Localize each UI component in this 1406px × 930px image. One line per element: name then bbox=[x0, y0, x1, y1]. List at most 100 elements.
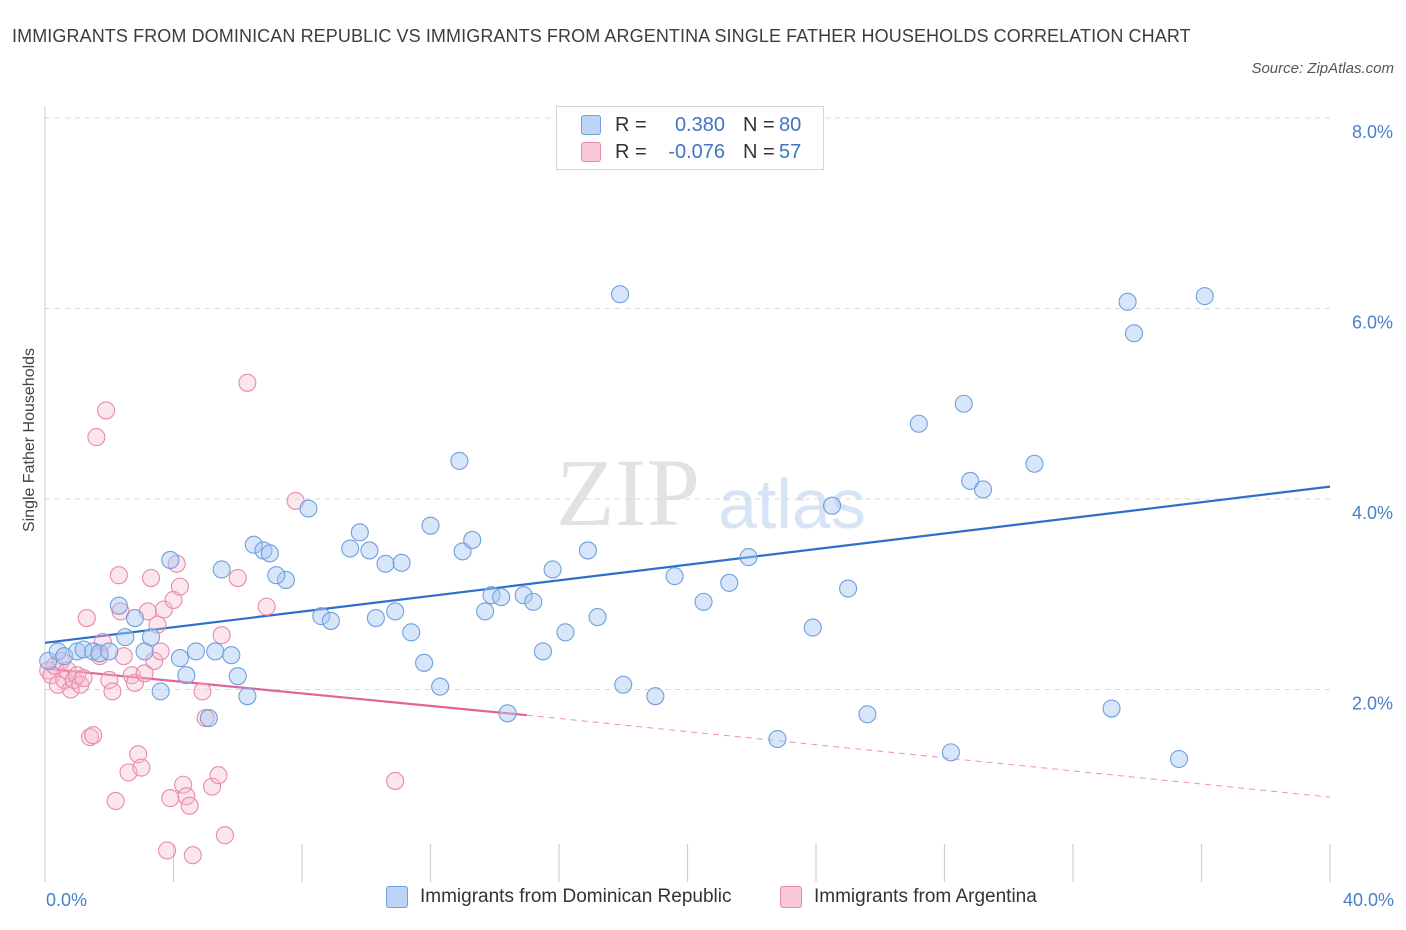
point-argentina bbox=[84, 726, 103, 745]
point-argentina bbox=[212, 626, 231, 645]
point-dominican bbox=[222, 646, 241, 665]
x-tick-right: 40.0% bbox=[1342, 890, 1394, 910]
point-argentina bbox=[215, 826, 234, 845]
point-dominican bbox=[954, 394, 973, 413]
point-dominican bbox=[1025, 454, 1044, 473]
point-dominican bbox=[498, 704, 517, 723]
y-tick-label: 4.0% bbox=[1352, 503, 1393, 523]
point-argentina bbox=[100, 670, 119, 690]
point-dominican bbox=[1124, 324, 1144, 343]
point-dominican bbox=[961, 471, 980, 490]
point-argentina bbox=[129, 745, 148, 764]
point-argentina bbox=[103, 682, 122, 701]
point-dominican bbox=[350, 523, 369, 542]
point-argentina bbox=[96, 401, 116, 420]
point-dominican bbox=[84, 642, 103, 661]
point-dominican bbox=[321, 611, 340, 630]
point-dominican bbox=[228, 667, 247, 686]
point-dominican bbox=[386, 602, 405, 621]
point-argentina bbox=[52, 651, 71, 670]
y-tick-labels: 2.0% 4.0% 6.0% 8.0% bbox=[1352, 122, 1393, 714]
point-dominican bbox=[177, 666, 196, 685]
legend-swatch-pink bbox=[780, 886, 802, 908]
point-dominican bbox=[739, 548, 758, 567]
point-dominican bbox=[973, 480, 993, 499]
point-dominican bbox=[402, 623, 421, 642]
point-dominican bbox=[463, 530, 482, 550]
point-dominican bbox=[421, 516, 440, 535]
watermark-atlas: atlas bbox=[718, 465, 866, 543]
chart-title: IMMIGRANTS FROM DOMINICAN REPUBLIC VS IM… bbox=[12, 26, 1191, 46]
point-argentina bbox=[170, 577, 189, 596]
point-argentina bbox=[193, 682, 212, 701]
point-dominican bbox=[415, 653, 434, 672]
point-dominican bbox=[68, 642, 87, 661]
point-dominican bbox=[151, 682, 170, 701]
point-dominican bbox=[276, 570, 295, 590]
point-dominican bbox=[206, 642, 225, 661]
point-argentina bbox=[58, 661, 77, 680]
source-label: Source: ZipAtlas.com bbox=[1251, 60, 1394, 77]
legend-n-label: N = bbox=[743, 113, 775, 136]
point-dominican bbox=[941, 743, 960, 762]
point-argentina bbox=[74, 669, 93, 688]
point-dominican bbox=[694, 592, 713, 611]
trend-line-argentina-extension bbox=[526, 714, 1331, 798]
legend-swatch-blue bbox=[581, 115, 601, 135]
y-tick-label: 2.0% bbox=[1352, 694, 1393, 714]
point-dominican bbox=[116, 628, 135, 647]
point-dominican bbox=[720, 573, 739, 592]
legend-item-dominican: Immigrants from Dominican Republic bbox=[386, 886, 732, 908]
point-argentina bbox=[135, 664, 154, 683]
legend-n-value: 57 bbox=[779, 140, 802, 163]
point-argentina bbox=[154, 600, 173, 619]
point-dominican bbox=[803, 618, 822, 637]
point-dominican bbox=[109, 596, 128, 615]
point-dominican bbox=[823, 496, 842, 515]
point-dominican bbox=[141, 628, 161, 647]
point-dominican bbox=[260, 544, 279, 563]
point-argentina bbox=[209, 766, 228, 785]
point-argentina bbox=[238, 373, 257, 392]
y-tick-label: 8.0% bbox=[1352, 122, 1393, 142]
point-dominican bbox=[476, 602, 495, 621]
point-argentina bbox=[257, 597, 276, 616]
point-dominican bbox=[556, 623, 575, 642]
series-legend: Immigrants from Dominican Republic Immig… bbox=[0, 886, 1406, 916]
stats-legend: R = 0.380 N = 80 R = -0.076 N = 57 bbox=[556, 106, 824, 170]
point-dominican bbox=[1118, 292, 1137, 311]
point-argentina bbox=[93, 632, 112, 651]
point-dominican bbox=[360, 541, 379, 560]
point-dominican bbox=[665, 567, 684, 586]
point-argentina bbox=[174, 775, 193, 794]
point-argentina bbox=[158, 841, 177, 860]
point-argentina bbox=[161, 789, 180, 808]
point-argentina bbox=[77, 609, 96, 628]
legend-row-argentina: R = -0.076 N = 57 bbox=[581, 139, 801, 165]
point-argentina bbox=[151, 642, 170, 661]
legend-item-argentina: Immigrants from Argentina bbox=[780, 886, 1037, 908]
point-dominican bbox=[858, 705, 877, 724]
point-dominican bbox=[1195, 287, 1214, 306]
point-dominican bbox=[312, 607, 331, 626]
point-dominican bbox=[199, 709, 218, 728]
point-dominican bbox=[1102, 699, 1121, 718]
point-dominican bbox=[578, 541, 597, 560]
legend-n-value: 80 bbox=[779, 113, 802, 136]
point-argentina bbox=[132, 758, 151, 777]
point-dominican bbox=[768, 729, 787, 749]
point-argentina bbox=[114, 647, 133, 666]
gridlines bbox=[45, 117, 1330, 690]
point-argentina bbox=[180, 796, 199, 815]
point-argentina bbox=[80, 728, 100, 747]
point-argentina bbox=[145, 651, 164, 670]
point-dominican bbox=[533, 642, 552, 661]
point-argentina bbox=[141, 569, 161, 588]
point-dominican bbox=[341, 539, 360, 558]
legend-label-dominican: Immigrants from Dominican Republic bbox=[420, 886, 732, 907]
point-dominican bbox=[161, 550, 180, 570]
point-dominican bbox=[614, 675, 633, 694]
point-dominican bbox=[376, 554, 395, 573]
point-dominican bbox=[366, 609, 385, 628]
point-dominican bbox=[125, 609, 144, 628]
